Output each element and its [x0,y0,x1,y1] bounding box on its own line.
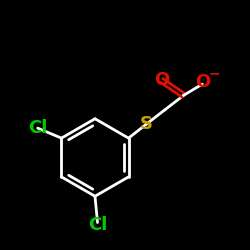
Text: Cl: Cl [88,216,107,234]
Text: O: O [195,73,210,91]
Text: O: O [154,71,169,89]
Text: S: S [140,116,152,133]
Text: Cl: Cl [28,119,48,137]
Text: −: − [209,66,220,80]
